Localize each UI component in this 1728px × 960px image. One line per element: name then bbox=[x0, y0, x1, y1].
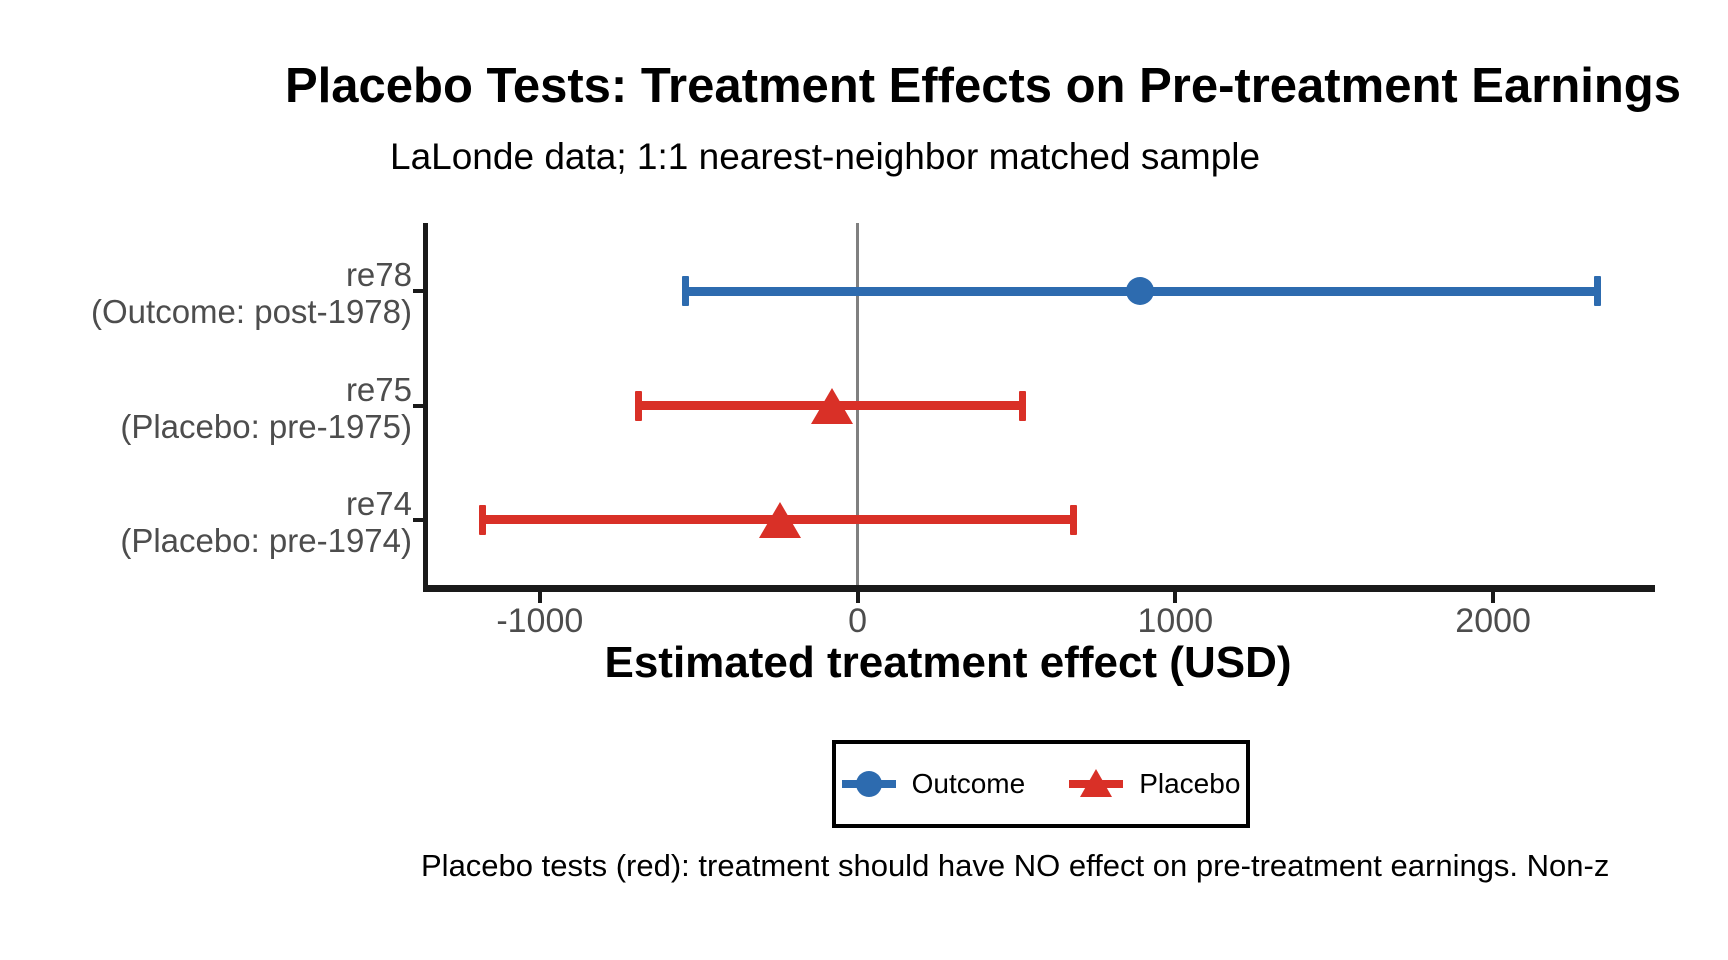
ci-cap-low bbox=[634, 390, 642, 421]
x-tick-mark bbox=[537, 592, 542, 603]
x-axis-title: Estimated treatment effect (USD) bbox=[604, 638, 1292, 687]
y-axis-label-line1: re74 bbox=[345, 484, 412, 522]
y-axis-label-line1: re78 bbox=[345, 256, 412, 294]
x-tick-mark bbox=[1491, 592, 1496, 603]
ci-cap-high bbox=[1070, 504, 1078, 535]
point-marker-circle bbox=[1126, 277, 1155, 306]
legend-triangle-errorbar-icon bbox=[1069, 764, 1124, 804]
legend-circle-errorbar-icon bbox=[841, 764, 896, 804]
chart-caption: Placebo tests (red): treatment should ha… bbox=[421, 848, 1610, 883]
y-axis-label: re75 (Placebo: pre-1975) bbox=[0, 371, 412, 445]
x-tick-label: -1000 bbox=[496, 602, 584, 640]
legend: Outcome Placebo bbox=[832, 740, 1250, 828]
chart-title: Placebo Tests: Treatment Effects on Pre-… bbox=[285, 59, 1681, 113]
y-axis-label-line2: (Placebo: pre-1975) bbox=[120, 407, 412, 445]
y-axis-label-line2: (Outcome: post-1978) bbox=[91, 293, 412, 331]
y-tick-mark bbox=[413, 517, 425, 522]
x-tick-label: 2000 bbox=[1455, 602, 1531, 640]
ci-cap-high bbox=[1594, 276, 1602, 307]
ci-cap-high bbox=[1019, 390, 1027, 421]
x-axis-line bbox=[423, 585, 1655, 592]
x-tick-mark bbox=[855, 592, 860, 603]
y-axis-label-line2: (Placebo: pre-1974) bbox=[120, 521, 412, 559]
chart-subtitle: LaLonde data; 1:1 nearest-neighbor match… bbox=[390, 136, 1261, 177]
ci-cap-low bbox=[682, 276, 690, 307]
ci-cap-low bbox=[479, 504, 487, 535]
point-marker-triangle bbox=[758, 501, 801, 538]
y-axis-line bbox=[423, 223, 428, 592]
legend-item-outcome: Outcome bbox=[841, 764, 1026, 804]
y-axis-label: re78 (Outcome: post-1978) bbox=[0, 256, 412, 330]
x-tick-mark bbox=[1173, 592, 1178, 603]
y-axis-label-line1: re75 bbox=[345, 370, 412, 408]
legend-label: Outcome bbox=[911, 768, 1026, 799]
legend-item-placebo: Placebo bbox=[1069, 764, 1240, 804]
y-tick-mark bbox=[413, 289, 425, 294]
y-tick-mark bbox=[413, 403, 425, 408]
x-tick-label: 1000 bbox=[1137, 602, 1214, 640]
point-marker-triangle bbox=[811, 387, 854, 424]
y-axis-label: re74 (Placebo: pre-1974) bbox=[0, 485, 412, 559]
legend-label: Placebo bbox=[1139, 768, 1241, 799]
x-tick-label: 0 bbox=[848, 602, 868, 640]
